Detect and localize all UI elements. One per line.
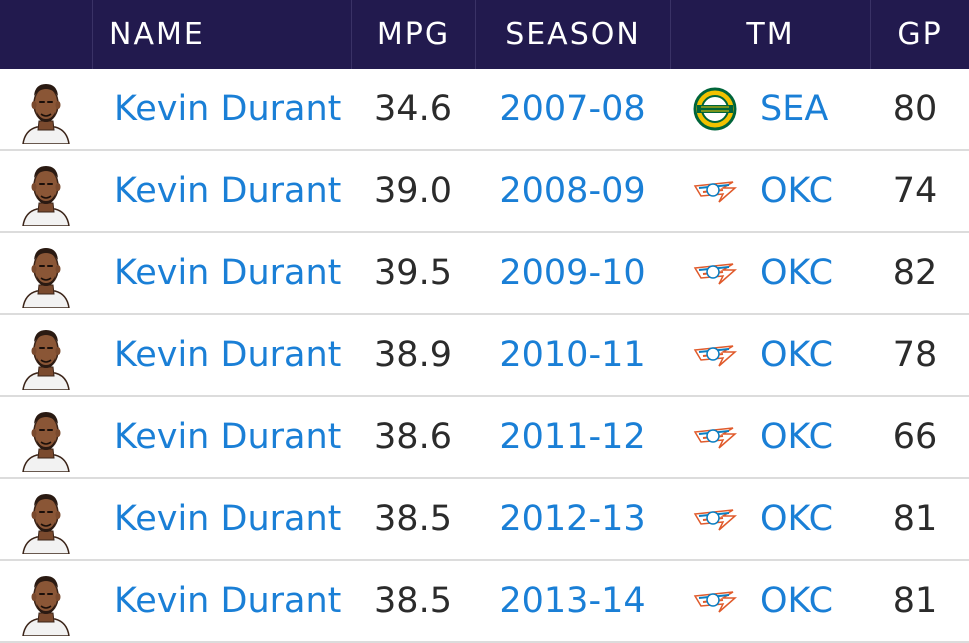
mpg-value: 38.6 [374, 417, 452, 457]
team-link[interactable]: OKC [760, 253, 834, 293]
player-avatar[interactable] [0, 233, 92, 313]
team-link[interactable]: OKC [760, 417, 834, 457]
table-row: Kevin Durant 39.0 2008-09 OKC 74 [0, 151, 969, 233]
season-link[interactable]: 2010-11 [499, 335, 646, 375]
thunder-logo-icon [688, 233, 742, 313]
table-header: NAME MPG SEASON TM GP [0, 0, 969, 69]
team-link[interactable]: OKC [760, 499, 834, 539]
gp-value: 78 [892, 335, 938, 375]
header-name[interactable]: NAME [92, 0, 351, 69]
team-link[interactable]: OKC [760, 581, 834, 621]
mpg-value: 38.5 [374, 499, 452, 539]
season-link[interactable]: 2013-14 [499, 581, 646, 621]
team-link[interactable]: SEA [760, 89, 829, 129]
player-name-link[interactable]: Kevin Durant [114, 171, 342, 211]
sonics-logo-icon [688, 69, 742, 149]
header-gp[interactable]: GP [870, 0, 969, 69]
table-row: Kevin Durant 39.5 2009-10 OKC 82 [0, 233, 969, 315]
season-link[interactable]: 2011-12 [499, 417, 646, 457]
player-avatar[interactable] [0, 397, 92, 477]
table-row: Kevin Durant 38.5 2012-13 OKC 81 [0, 479, 969, 561]
gp-value: 81 [892, 499, 938, 539]
gp-value: 66 [892, 417, 938, 457]
season-link[interactable]: 2007-08 [499, 89, 646, 129]
player-name-link[interactable]: Kevin Durant [114, 89, 342, 129]
team-link[interactable]: OKC [760, 335, 834, 375]
header-mpg[interactable]: MPG [351, 0, 475, 69]
header-tm[interactable]: TM [670, 0, 870, 69]
header-season[interactable]: SEASON [475, 0, 670, 69]
mpg-value: 38.9 [374, 335, 452, 375]
season-link[interactable]: 2008-09 [499, 171, 646, 211]
thunder-logo-icon [688, 561, 742, 641]
gp-value: 80 [892, 89, 938, 129]
mpg-value: 38.5 [374, 581, 452, 621]
player-avatar[interactable] [0, 479, 92, 559]
thunder-logo-icon [688, 479, 742, 559]
player-avatar[interactable] [0, 561, 92, 641]
table-row: Kevin Durant 34.6 2007-08 SEA 80 [0, 69, 969, 151]
player-name-link[interactable]: Kevin Durant [114, 335, 342, 375]
season-link[interactable]: 2012-13 [499, 499, 646, 539]
team-link[interactable]: OKC [760, 171, 834, 211]
header-avatar-column [0, 0, 92, 69]
table-row: Kevin Durant 38.9 2010-11 OKC 78 [0, 315, 969, 397]
thunder-logo-icon [688, 315, 742, 395]
gp-value: 81 [892, 581, 938, 621]
player-name-link[interactable]: Kevin Durant [114, 417, 342, 457]
player-name-link[interactable]: Kevin Durant [114, 253, 342, 293]
thunder-logo-icon [688, 397, 742, 477]
player-name-link[interactable]: Kevin Durant [114, 499, 342, 539]
mpg-value: 39.0 [374, 171, 452, 211]
mpg-value: 39.5 [374, 253, 452, 293]
player-name-link[interactable]: Kevin Durant [114, 581, 342, 621]
mpg-value: 34.6 [374, 89, 452, 129]
player-avatar[interactable] [0, 151, 92, 231]
gp-value: 82 [892, 253, 938, 293]
gp-value: 74 [892, 171, 938, 211]
player-avatar[interactable] [0, 69, 92, 149]
table-row: Kevin Durant 38.6 2011-12 OKC 66 [0, 397, 969, 479]
season-link[interactable]: 2009-10 [499, 253, 646, 293]
thunder-logo-icon [688, 151, 742, 231]
player-avatar[interactable] [0, 315, 92, 395]
table-row: Kevin Durant 38.5 2013-14 OKC 81 [0, 561, 969, 643]
